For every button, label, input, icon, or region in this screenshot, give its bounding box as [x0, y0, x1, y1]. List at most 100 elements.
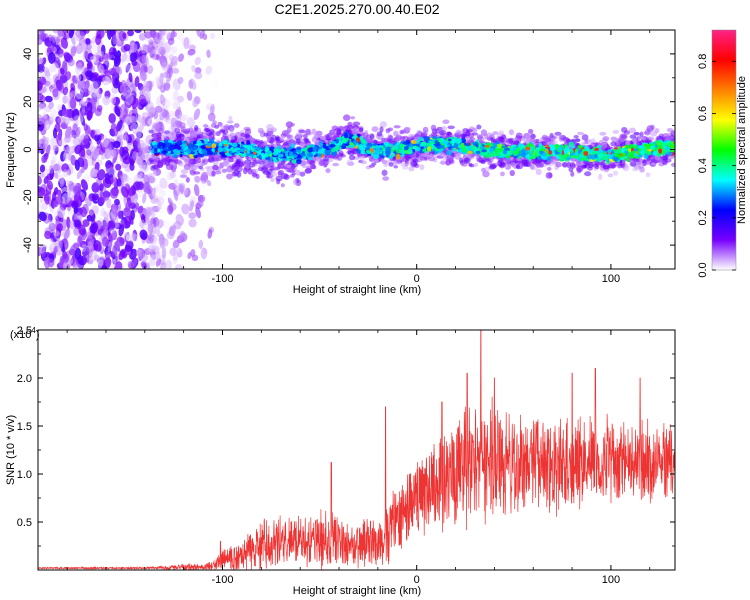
- spectrum-blob: [154, 105, 163, 113]
- spectrum-blob: [185, 114, 191, 126]
- spectrum-blob: [52, 145, 59, 152]
- spectrum-blob: [70, 35, 76, 46]
- spectrum-blob: [128, 115, 135, 122]
- spectrum-blob: [280, 183, 285, 188]
- spectrum-blob: [107, 167, 116, 177]
- spectrum-blob: [143, 248, 152, 255]
- spectrum-blob: [642, 158, 647, 164]
- spectrum-blob: [108, 62, 113, 71]
- spectrum-blob: [161, 170, 169, 178]
- spectrum-blob: [371, 162, 377, 166]
- spectrum-blob: [132, 233, 139, 243]
- spectrum-blob: [63, 152, 68, 162]
- spectrum-blob: [200, 247, 208, 260]
- spectrum-blob: [55, 134, 61, 143]
- spectrum-blob: [101, 236, 109, 247]
- spectrum-blob: [419, 156, 428, 161]
- spectrum-blob: [207, 112, 216, 122]
- spectrum-blob: [177, 95, 184, 103]
- spectrum-blob: [197, 261, 204, 269]
- spectrum-blob: [44, 120, 49, 130]
- spectrum-blob: [169, 247, 177, 257]
- spectrum-blob: [71, 108, 80, 121]
- spectrum-blob: [112, 126, 119, 137]
- spectrum-blob: [102, 95, 110, 106]
- spectrum-blob: [105, 72, 112, 84]
- spectrum-blob: [48, 219, 54, 227]
- spectrum-blob: [168, 204, 174, 213]
- spectrum-blob: [166, 230, 175, 240]
- spectrum-blob: [120, 85, 128, 94]
- spectrum-blob: [137, 190, 144, 198]
- spectrum-blob: [620, 134, 628, 139]
- spectrum-blob: [178, 122, 186, 129]
- spectrum-blob: [49, 63, 57, 73]
- spectrum-blob: [43, 69, 51, 81]
- spectrum-blob: [125, 234, 131, 241]
- spectrum-blob: [166, 171, 175, 181]
- spectrum-blob: [112, 34, 118, 45]
- spectrum-blob: [39, 245, 46, 254]
- spectrum-blob: [188, 158, 196, 165]
- spectrum-blob: [95, 33, 102, 46]
- spectrum-blob: [641, 136, 647, 141]
- spectrum-blob: [80, 114, 86, 127]
- spectrum-blob: [92, 45, 99, 55]
- spectrum-blob: [74, 219, 81, 228]
- spectrum-blob: [128, 215, 134, 225]
- spectrum-blob: [306, 131, 313, 136]
- spectrum-blob: [121, 186, 129, 198]
- spectrum-blob: [152, 47, 161, 55]
- spectrum-blob: [79, 82, 88, 93]
- spectrum-blob: [147, 118, 155, 127]
- spectrum-blob: [127, 171, 135, 182]
- spectrum-blob: [48, 51, 56, 64]
- spectrum-blob: [139, 85, 147, 97]
- spectrum-blob: [110, 148, 119, 157]
- spectrum-blob: [562, 162, 568, 168]
- spectrum-blob: [138, 219, 145, 228]
- spectrum-blob: [188, 218, 197, 228]
- spectrum-blob: [157, 161, 164, 168]
- spectrum-blob: [464, 135, 471, 140]
- spectrum-blob: [566, 161, 571, 169]
- spectrum-blob: [476, 124, 482, 130]
- spectrum-blob: [602, 164, 610, 169]
- spectrum-blob: [639, 131, 644, 138]
- spectrum-blob: [49, 164, 54, 175]
- spectrum-blob: [74, 31, 82, 42]
- spectrum-blob: [131, 151, 139, 162]
- spectrum-blob: [465, 131, 471, 137]
- spectrum-blob: [123, 44, 131, 52]
- spectrum-blob: [129, 42, 138, 53]
- spectrum-blob: [48, 34, 53, 42]
- spectrum-blob: [133, 48, 139, 60]
- spectrum-blob: [446, 154, 454, 161]
- spectrum-blob: [82, 219, 90, 227]
- spectrum-blob: [581, 134, 589, 141]
- spectrum-blob: [49, 114, 56, 122]
- spectrum-blob: [607, 173, 614, 178]
- spectrum-blob: [498, 130, 504, 136]
- spectrum-blob: [155, 219, 163, 230]
- spectrum-blob: [57, 30, 66, 37]
- spectrum-blob: [196, 134, 204, 139]
- spectrum-blob: [178, 53, 184, 62]
- spectrum-blob: [134, 41, 140, 50]
- spectrum-blob: [128, 72, 133, 83]
- spectrum-blob: [411, 157, 417, 162]
- spectrum-blob: [93, 77, 102, 89]
- spectrum-blob: [100, 207, 105, 217]
- spectrum-blob: [177, 76, 184, 84]
- spectrum-blob: [41, 135, 46, 144]
- spectrum-blob: [71, 200, 79, 209]
- spectrum-blob: [165, 259, 173, 269]
- spectrum-blob: [393, 138, 400, 142]
- spectrum-blob: [500, 171, 505, 177]
- spectrum-blob: [150, 187, 156, 200]
- spectrum-blob: [38, 187, 46, 198]
- spectrum-blob: [243, 161, 251, 167]
- spectrum-blob: [554, 131, 562, 136]
- spectrum-blob: [157, 196, 165, 205]
- spectrum-blob: [72, 75, 78, 85]
